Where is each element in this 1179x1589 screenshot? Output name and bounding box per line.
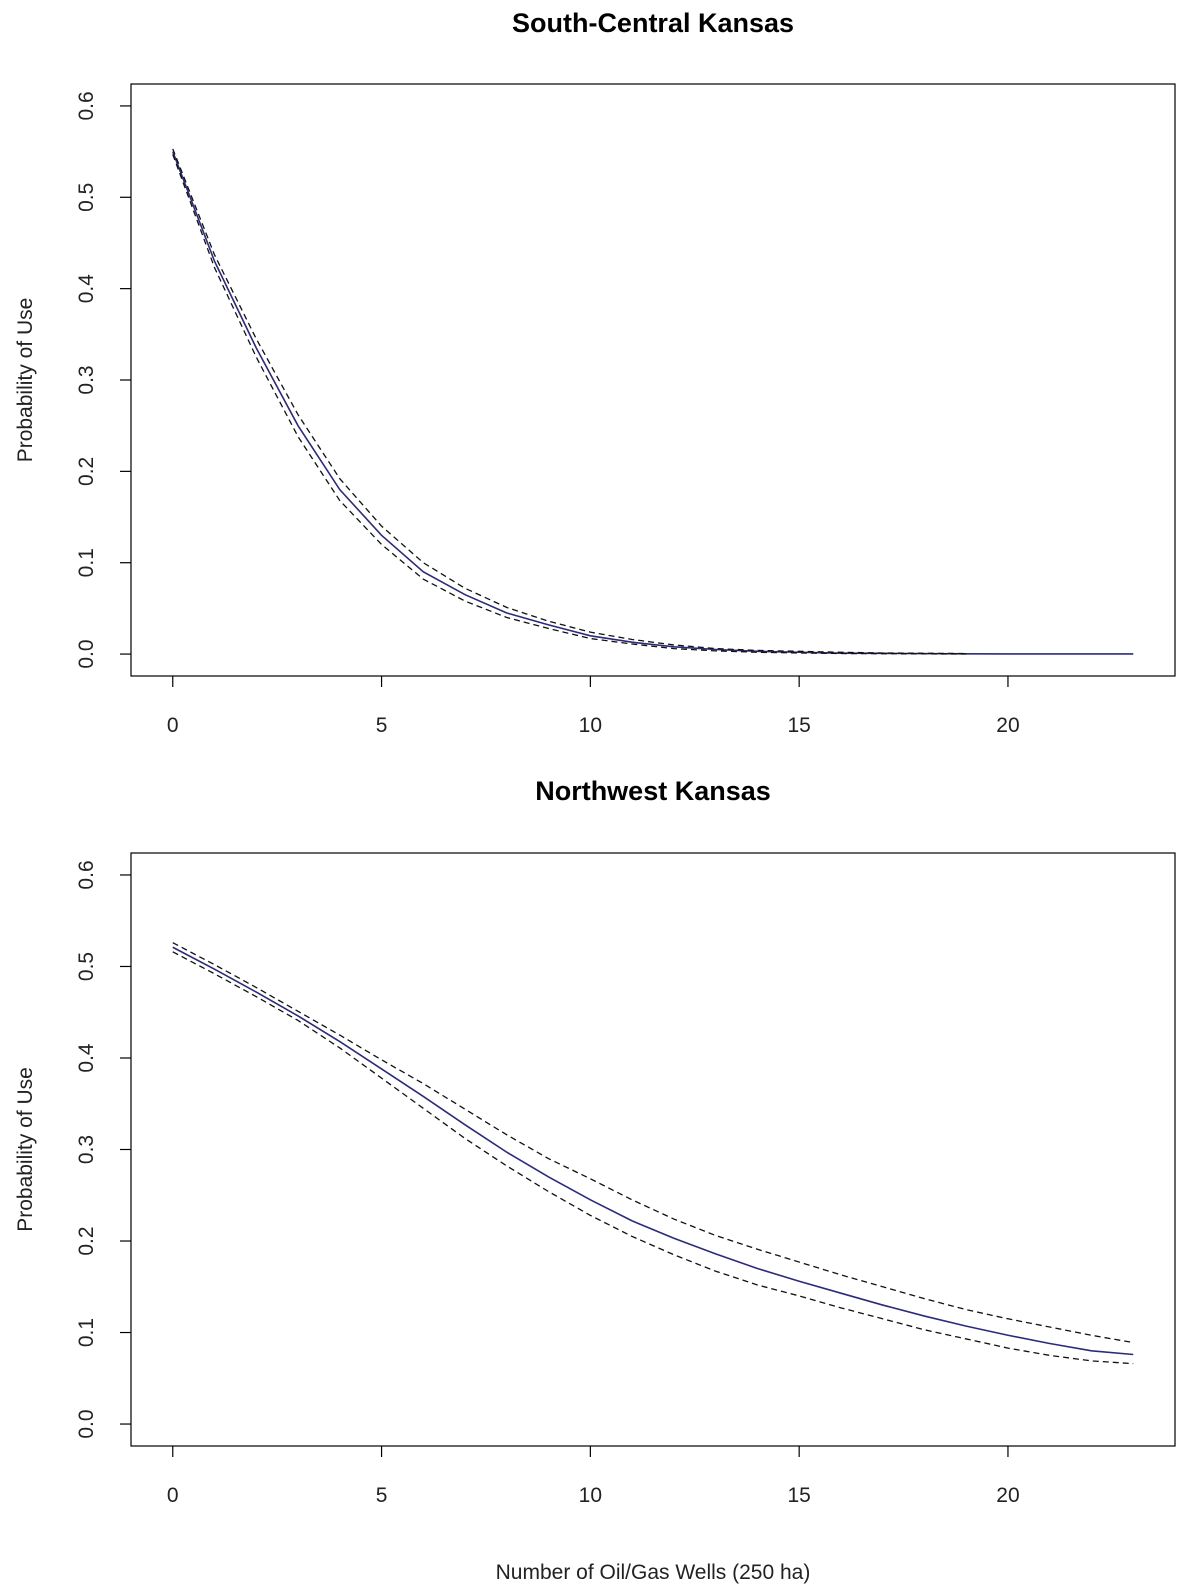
- chart-northwest: Northwest Kansas 0 5 10 15 20 0.0 0.1 0.2 0.3 0.4 0…: [14, 776, 1176, 1584]
- x-tick-label: 10: [579, 714, 602, 737]
- y-axis-label: Probability of Use: [14, 1067, 37, 1232]
- y-tick-label: 0.4: [75, 274, 98, 304]
- y-tick-label: 0.0: [75, 1409, 98, 1438]
- chart-title: Northwest Kansas: [535, 776, 771, 806]
- y-tick-label: 0.4: [75, 1043, 98, 1073]
- fit-line: [172, 151, 1134, 655]
- y-axis-label: Probability of Use: [14, 298, 37, 463]
- x-tick-label: 15: [787, 714, 810, 737]
- y-tick-label: 0.0: [75, 639, 98, 668]
- y-tick-label: 0.2: [75, 1226, 98, 1255]
- x-tick-label: 5: [376, 714, 388, 737]
- x-tick-label: 0: [167, 714, 179, 737]
- x-tick-label: 5: [376, 1484, 388, 1507]
- y-tick-label: 0.1: [75, 548, 98, 577]
- upper-ci-line: [172, 148, 967, 655]
- y-tick-label: 0.5: [75, 183, 98, 212]
- plot-frame: [130, 852, 1176, 1447]
- upper-ci-line: [172, 942, 1134, 1344]
- plot-frame: [130, 83, 1176, 677]
- x-tick-label: 10: [579, 1484, 602, 1507]
- x-tick-label: 20: [996, 714, 1019, 737]
- y-tick-label: 0.6: [75, 860, 98, 889]
- x-axis-label: Number of Oil/Gas Wells (250 ha): [496, 1561, 811, 1584]
- y-tick-label: 0.3: [75, 1135, 98, 1164]
- chart-title: South-Central Kansas: [512, 8, 794, 38]
- y-tick-label: 0.1: [75, 1318, 98, 1347]
- x-tick-label: 20: [996, 1484, 1019, 1507]
- lower-ci-line: [172, 154, 967, 655]
- y-tick-label: 0.5: [75, 952, 98, 981]
- lower-ci-line: [172, 951, 1134, 1365]
- y-tick-label: 0.6: [75, 91, 98, 120]
- y-tick-label: 0.2: [75, 457, 98, 486]
- y-tick-label: 0.3: [75, 365, 98, 394]
- x-tick-label: 15: [787, 1484, 810, 1507]
- x-tick-label: 0: [167, 1484, 179, 1507]
- chart-south-central: South-Central Kansas 0 5 10 15 20 0.0 0.1 0.2 0.3…: [14, 8, 1176, 737]
- fit-line: [172, 946, 1134, 1356]
